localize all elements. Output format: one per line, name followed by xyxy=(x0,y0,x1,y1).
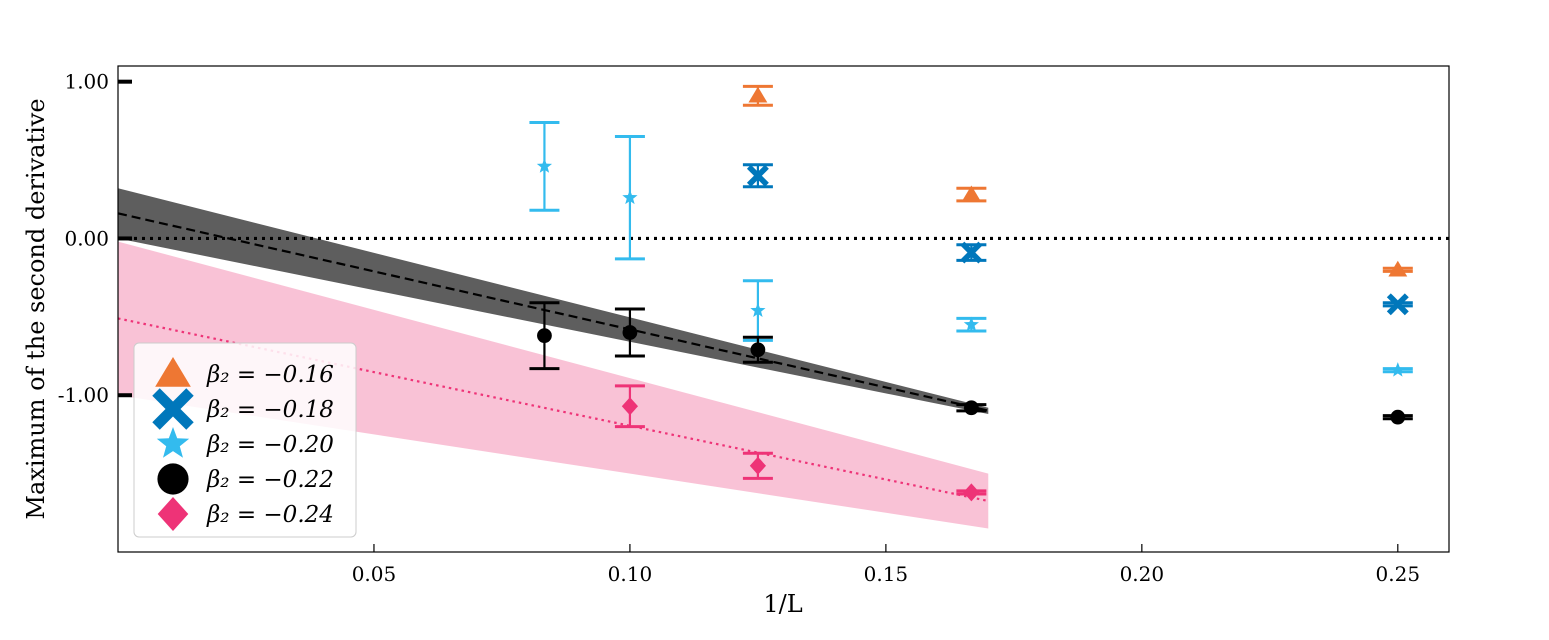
x-marker-stroke xyxy=(1386,293,1409,316)
y-axis-label: Maximum of the second derivative xyxy=(22,98,50,519)
legend-item: β₂ = −0.24 xyxy=(157,497,334,531)
legend-item: β₂ = −0.16 xyxy=(155,357,334,388)
data-points xyxy=(529,84,1413,502)
x-marker-stroke xyxy=(746,164,769,187)
x-ticks: 0.05 0.10 0.15 0.20 0.25 xyxy=(352,544,1420,586)
plot-frame xyxy=(117,65,1450,553)
x-marker-stroke xyxy=(960,241,983,264)
x-marker-stroke xyxy=(152,388,194,430)
data-point xyxy=(748,86,768,103)
fit-line xyxy=(118,212,989,412)
series-diamond xyxy=(614,384,987,502)
data-point xyxy=(1390,409,1406,425)
data-point xyxy=(750,302,766,318)
y-ticks: 1.00 0.00 -1.00 xyxy=(58,70,132,407)
data-point xyxy=(963,316,979,332)
series-triangle xyxy=(742,84,1413,277)
fit-band xyxy=(118,241,989,529)
legend-label: β₂ = −0.18 xyxy=(206,397,334,423)
legend-marker xyxy=(157,463,189,495)
legend-item: β₂ = −0.18 xyxy=(152,388,334,430)
fit-lines xyxy=(118,212,989,503)
data-point xyxy=(963,400,979,416)
y-tick-label: 0.00 xyxy=(64,226,109,250)
fit-line xyxy=(118,317,989,503)
legend-marker xyxy=(155,357,191,387)
data-point xyxy=(537,328,552,344)
data-point xyxy=(749,456,767,475)
x-axis-label: 1/L xyxy=(763,590,802,618)
legend-item: β₂ = −0.20 xyxy=(156,427,334,458)
x-tick-label: 0.20 xyxy=(1120,562,1165,586)
legend-box xyxy=(133,342,357,538)
data-point xyxy=(1388,260,1408,277)
data-point xyxy=(746,164,769,187)
legend-item: β₂ = −0.22 xyxy=(157,463,334,495)
data-point xyxy=(750,342,766,358)
data-point xyxy=(960,241,983,264)
x-tick-label: 0.05 xyxy=(352,562,397,586)
series-x xyxy=(742,163,1413,316)
x-tick-label: 0.10 xyxy=(608,562,653,586)
fit-bands xyxy=(118,188,989,529)
x-tick-label: 0.25 xyxy=(1376,562,1421,586)
data-point xyxy=(621,397,639,416)
y-tick-label: 1.00 xyxy=(64,70,109,94)
data-point xyxy=(622,189,638,205)
x-tick-label: 0.15 xyxy=(864,562,909,586)
series-star xyxy=(529,120,1413,377)
legend-marker xyxy=(152,388,194,430)
legend-label: β₂ = −0.16 xyxy=(206,362,334,388)
fit-band xyxy=(118,188,989,415)
legend: β₂ = −0.16 β₂ = −0.18 β₂ = −0.20 β₂ = −0.22… xyxy=(133,342,357,538)
data-point xyxy=(536,158,553,173)
y-tick-label: -1.00 xyxy=(58,383,109,407)
legend-marker xyxy=(157,497,189,531)
legend-label: β₂ = −0.24 xyxy=(206,502,334,528)
legend-label: β₂ = −0.20 xyxy=(206,432,334,458)
data-point xyxy=(963,483,980,502)
data-point xyxy=(961,185,981,202)
data-point xyxy=(1386,293,1409,316)
data-point xyxy=(1390,362,1406,377)
series-circle xyxy=(529,301,1413,425)
data-point xyxy=(622,325,638,340)
legend-label: β₂ = −0.22 xyxy=(206,467,334,493)
legend-marker xyxy=(156,427,190,458)
